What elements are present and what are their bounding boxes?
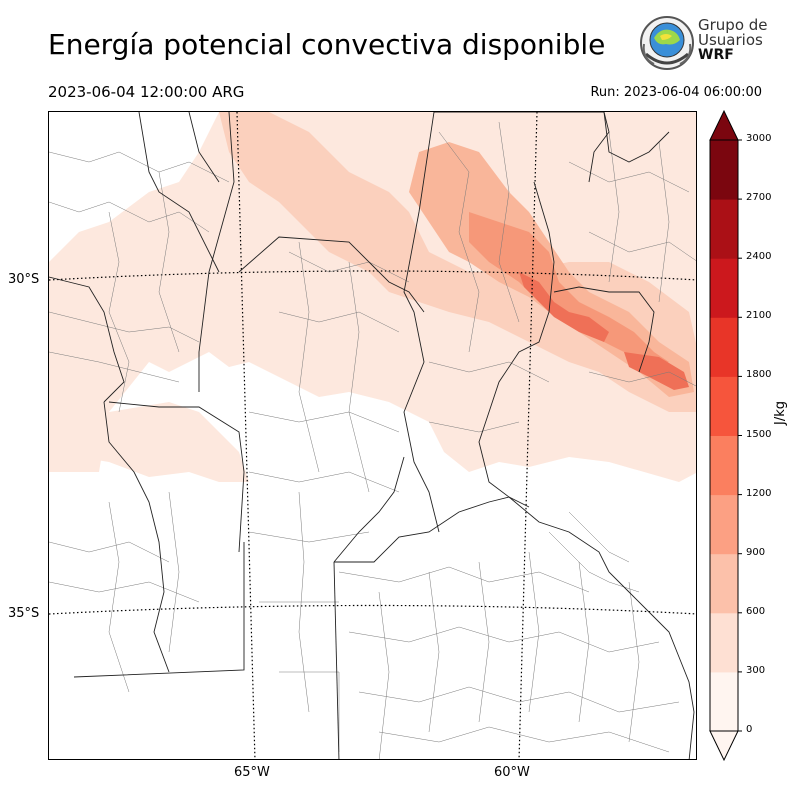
map-title: Energía potencial convectiva disponible	[48, 28, 606, 61]
boundary-sanluis-cordoba	[108, 401, 245, 553]
colorbar-segment	[710, 671, 738, 732]
boundary-santiago-cordoba	[238, 236, 425, 313]
colorbar-extend-min	[709, 730, 739, 762]
colorbar-segment	[710, 199, 738, 259]
boundary-entrerios-corrientes	[553, 286, 655, 373]
boundary-santiago-west	[198, 112, 235, 392]
boundary-sanluis-mendoza	[103, 401, 170, 673]
colorbar-segment	[710, 317, 738, 377]
lon-line-65w	[236, 112, 256, 759]
lon-label-60w: 60°W	[494, 765, 530, 780]
colorbar-segment	[710, 612, 738, 673]
lat-label-30s: 30°S	[8, 272, 40, 287]
wrf-users-logo: Grupo de Usuarios WRF	[638, 14, 768, 74]
colorbar-segment	[710, 435, 738, 496]
map-panel	[48, 111, 697, 760]
cape-shading	[49, 112, 696, 482]
colorbar-segment	[710, 553, 738, 614]
department-boundaries	[49, 121, 696, 759]
colorbar-segment	[710, 494, 738, 555]
valid-time: 2023-06-04 12:00:00 ARG	[48, 83, 245, 101]
colorbar-segment	[710, 140, 738, 200]
boundary-santafe-entrerios	[478, 181, 555, 508]
lat-line-35s	[49, 604, 696, 615]
colorbar-extend-max	[709, 109, 739, 141]
logo-line1: Grupo de	[698, 16, 768, 34]
boundary-buenosaires-west	[333, 561, 340, 759]
colorbar-tick-label: 900	[746, 546, 766, 558]
boundary-cordoba-south	[333, 456, 405, 563]
run-time: Run: 2023-06-04 06:00:00	[590, 85, 762, 100]
boundary-buenosaires-north	[334, 496, 510, 563]
colorbar-tick-label: 2400	[746, 251, 772, 263]
logo-line2: Usuarios	[698, 31, 763, 49]
lat-line-30s	[49, 270, 696, 281]
colorbar-tick-label: 0	[746, 724, 753, 735]
lat-label-35s: 35°S	[8, 606, 40, 621]
colorbar-tickmarks	[738, 139, 742, 732]
cape-contour-level2	[219, 112, 696, 412]
boundary-lapampa-north	[73, 542, 245, 678]
colorbar-tick-label: 300	[746, 664, 766, 676]
province-boundaries	[49, 112, 695, 759]
graticule	[49, 112, 696, 759]
colorbar-unit-label: J/kg	[773, 401, 788, 425]
colorbar-tick-label: 2700	[746, 192, 772, 204]
colorbar-tick-label: 1200	[746, 487, 772, 499]
colorbar-tick-label: 2100	[746, 310, 772, 322]
boundary-catamarca-larioja	[138, 112, 220, 273]
cape-contour-level4	[469, 212, 669, 367]
colorbar-segment	[710, 258, 738, 318]
boundary-coast	[508, 496, 695, 759]
colorbar-tick-label: 3000	[746, 133, 772, 144]
boundary-santafe-west	[403, 112, 440, 533]
globe-emblem-icon	[640, 16, 694, 70]
cape-contour-level1b	[49, 402, 249, 482]
colorbar-tick-label: 1500	[746, 428, 772, 440]
lon-label-65w: 65°W	[234, 765, 270, 780]
colorbar-segments	[710, 140, 738, 732]
colorbar	[709, 109, 742, 762]
cape-map	[49, 112, 696, 759]
colorbar-segment	[710, 376, 738, 436]
logo-line3: WRF	[698, 47, 734, 63]
boundary-tucuman	[188, 112, 220, 183]
cape-contour-level5	[519, 272, 609, 342]
cape-contour-level5b	[624, 352, 689, 390]
boundary-corrientes-north	[603, 112, 670, 163]
boundary-sanjuan-larioja	[49, 276, 125, 403]
logo-text: Grupo de Usuarios WRF	[698, 18, 768, 63]
boundary-santafe-chaco	[434, 112, 610, 183]
lon-line-60w	[518, 112, 538, 759]
colorbar-tick-label: 1800	[746, 369, 772, 381]
colorbar-tick-label: 600	[746, 605, 766, 617]
